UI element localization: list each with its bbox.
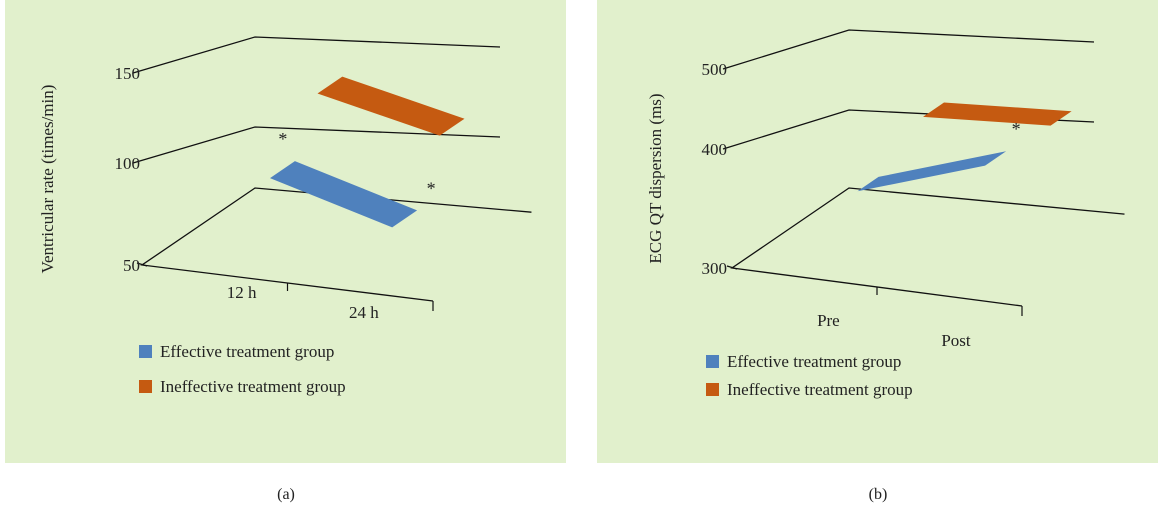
significance-star: * [427, 178, 436, 198]
y-tick-mark-origin [726, 265, 738, 270]
series-ribbon-0 [857, 151, 1007, 192]
y-tick-label: 50 [123, 256, 140, 275]
floor-grid-line [730, 187, 1125, 307]
series-ribbon-1 [317, 76, 465, 136]
x-category-label: Post [941, 331, 971, 350]
x-category-label: 24 h [349, 303, 379, 322]
significance-star: * [278, 129, 287, 149]
legend-swatch-0 [139, 345, 152, 358]
y-axis-title: Ventricular rate (times/min) [38, 85, 57, 274]
y-tick-label: 100 [115, 154, 141, 173]
significance-star: * [1012, 119, 1021, 139]
series-ribbon-1 [923, 102, 1072, 126]
chart-panel-b: 300 400 500 ECG QT dispersion (ms) Pre Post * E… [597, 0, 1158, 463]
legend-swatch-0 [706, 355, 719, 368]
series-ribbon-0 [270, 161, 418, 228]
panel-label-b: (b) [868, 486, 888, 503]
legend-swatch-1 [706, 383, 719, 396]
gridline-2 [722, 29, 1095, 70]
y-axis-title: ECG QT dispersion (ms) [646, 93, 665, 263]
y-tick-label: 400 [702, 140, 728, 159]
legend-label: Ineffective treatment group [727, 380, 913, 399]
legend-label: Effective treatment group [160, 342, 334, 361]
chart-a: 50 100 150 Ventricular rate (times/min) 12 h… [38, 36, 532, 396]
y-tick-label: 500 [702, 60, 728, 79]
y-tick-mark-origin [136, 262, 148, 267]
legend-label: Ineffective treatment group [160, 377, 346, 396]
x-category-label: Pre [817, 311, 840, 330]
panel-label-a: (a) [277, 486, 295, 503]
x-category-label: 12 h [227, 283, 257, 302]
y-tick-label: 150 [115, 64, 141, 83]
chart-b: 300 400 500 ECG QT dispersion (ms) Pre Post * E… [646, 29, 1125, 399]
y-tick-label: 300 [702, 259, 728, 278]
chart-panel-a: 50 100 150 Ventricular rate (times/min) 12 h… [5, 0, 566, 463]
gridline-1 [132, 126, 501, 164]
legend-swatch-1 [139, 380, 152, 393]
gridline-2 [132, 36, 501, 74]
legend-label: Effective treatment group [727, 352, 901, 371]
